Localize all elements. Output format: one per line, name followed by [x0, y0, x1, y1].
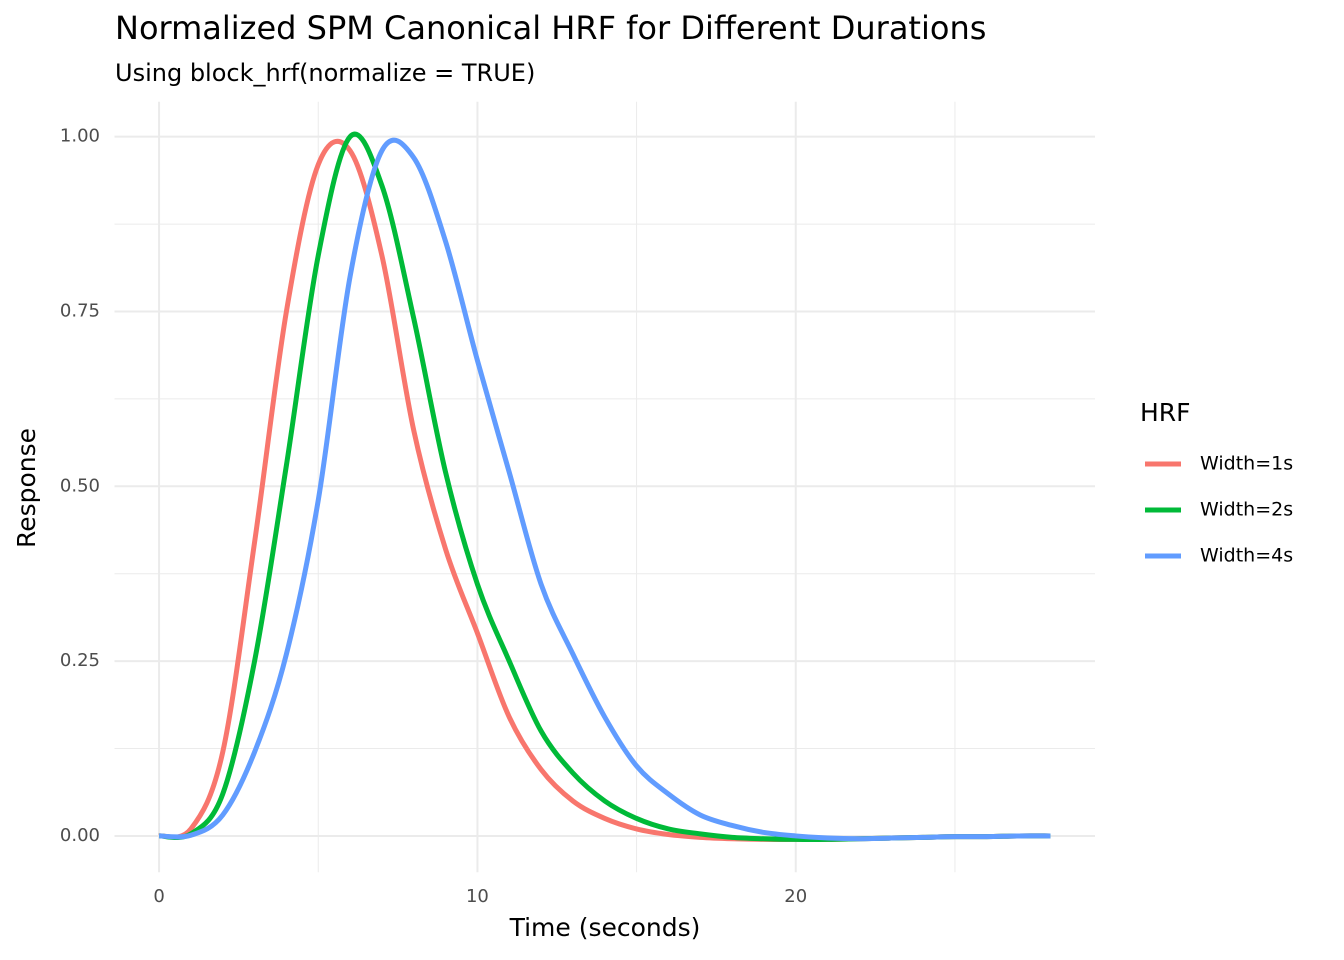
line-series — [159, 137, 1051, 842]
x-tick-label: 10 — [466, 886, 489, 907]
legend-label: Width=1s — [1200, 453, 1293, 475]
y-axis-title: Response — [12, 428, 41, 548]
y-tick-label: 1.00 — [60, 126, 100, 147]
legend-title: HRF — [1140, 398, 1191, 427]
y-tick-label: 0.50 — [60, 475, 100, 496]
chart-title: Normalized SPM Canonical HRF for Differe… — [115, 9, 986, 47]
legend-label: Width=2s — [1200, 499, 1293, 521]
y-tick-label: 0.75 — [60, 300, 100, 321]
chart-subtitle: Using block_hrf(normalize = TRUE) — [115, 59, 535, 87]
y-tick-label: 0.25 — [60, 650, 100, 671]
x-tick-label: 20 — [784, 886, 807, 907]
x-axis-title: Time (seconds) — [509, 913, 701, 942]
line-series — [158, 138, 1051, 842]
x-tick-label: 0 — [153, 886, 164, 907]
y-tick-label: 0.00 — [60, 825, 100, 846]
legend-label: Width=4s — [1200, 545, 1293, 567]
